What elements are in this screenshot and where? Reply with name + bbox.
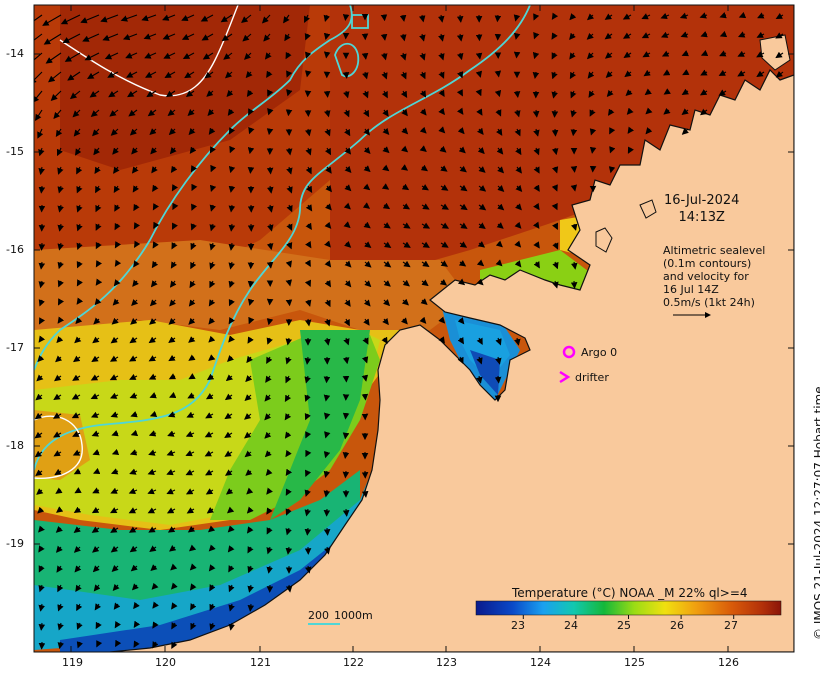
- colorbar-tick-label: 23: [511, 619, 525, 632]
- velocity-vector: [365, 395, 366, 400]
- lat-tick-label: -18: [6, 439, 24, 452]
- lon-tick-label: 122: [343, 656, 364, 669]
- lon-tick-label: 123: [436, 656, 457, 669]
- lat-tick-label: -17: [6, 341, 24, 354]
- velocity-vector: [498, 376, 499, 383]
- argo-label: Argo 0: [581, 346, 617, 359]
- altimetry-note-line: and velocity for: [663, 270, 765, 283]
- velocity-vector: [250, 167, 251, 173]
- colorbar: [476, 601, 781, 615]
- lat-tick-label: -15: [6, 145, 24, 158]
- velocity-vector: [555, 110, 556, 117]
- bathymetry-label-1000: 1000m: [334, 609, 373, 622]
- velocity-vector: [327, 528, 328, 535]
- timestamp-date: 16-Jul-2024: [664, 192, 739, 209]
- timestamp: 16-Jul-2024 14:13Z: [664, 192, 739, 226]
- velocity-vector: [574, 281, 575, 288]
- lat-tick-label: -16: [6, 243, 24, 256]
- timestamp-time: 14:13Z: [664, 209, 739, 226]
- altimetry-note-line: 0.5m/s (1kt 24h): [663, 296, 765, 309]
- velocity-vector: [346, 72, 347, 78]
- altimetry-note-line: (0.1m contours): [663, 257, 765, 270]
- velocity-vector: [345, 471, 346, 477]
- colorbar-tick-label: 25: [617, 619, 631, 632]
- lon-tick-label: 120: [155, 656, 176, 669]
- drifter-label: drifter: [575, 371, 609, 384]
- velocity-vector: [517, 53, 518, 57]
- velocity-vector: [307, 528, 308, 535]
- velocity-vector: [327, 376, 328, 382]
- velocity-vector: [498, 72, 499, 76]
- velocity-vector: [555, 129, 556, 136]
- altimetry-note-line: 16 Jul 14Z: [663, 283, 765, 296]
- lat-tick-label: -19: [6, 537, 24, 550]
- velocity-vector: [497, 15, 498, 21]
- bathymetry-label-200: 200: [308, 609, 329, 622]
- lon-tick-label: 126: [718, 656, 739, 669]
- velocity-vector: [41, 186, 42, 193]
- lon-tick-label: 119: [62, 656, 83, 669]
- colorbar-tick-label: 26: [670, 619, 684, 632]
- colorbar-tick-label: 24: [564, 619, 578, 632]
- lat-tick-label: -14: [6, 47, 24, 60]
- altimetry-note: Altimetric sealevel (0.1m contours) and …: [663, 244, 765, 309]
- velocity-vector: [326, 53, 327, 57]
- lon-tick-label: 124: [530, 656, 551, 669]
- velocity-vector: [479, 34, 480, 40]
- velocity-vector: [345, 433, 346, 438]
- velocity-vector: [42, 243, 43, 250]
- copyright-text: © IMOS 21-Jul-2024 12:27:07 Hobart time: [812, 386, 820, 640]
- velocity-vector: [346, 509, 347, 516]
- velocity-vector: [327, 91, 328, 97]
- altimetry-note-line: Altimetric sealevel: [663, 244, 765, 257]
- velocity-vector: [574, 167, 575, 172]
- lon-tick-label: 125: [624, 656, 645, 669]
- velocity-vector: [289, 300, 290, 305]
- colorbar-tick-label: 27: [724, 619, 738, 632]
- velocity-vector: [346, 414, 347, 419]
- velocity-vector: [345, 15, 346, 20]
- lon-tick-label: 121: [250, 656, 271, 669]
- velocity-vector: [384, 15, 385, 20]
- colorbar-title: Temperature (°C) NOAA _M 22% ql>=4: [512, 586, 748, 600]
- velocity-vector: [288, 110, 289, 115]
- velocity-vector: [270, 167, 271, 173]
